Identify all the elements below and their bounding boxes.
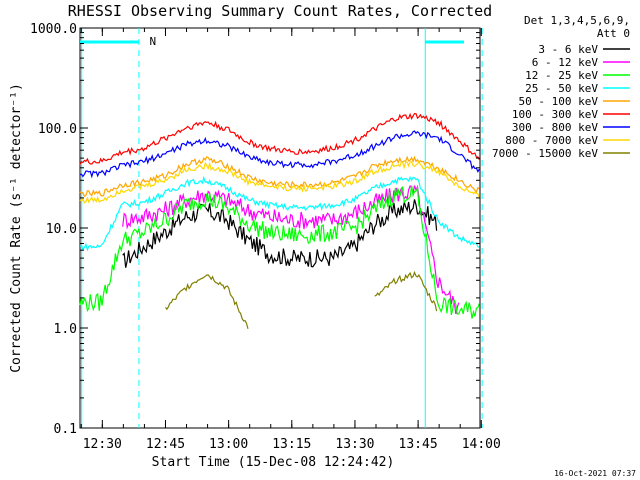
y-tick-label: 100.0: [38, 122, 77, 137]
legend-label-3-6-kev: 3 - 6 keV: [538, 43, 598, 56]
legend-label-6-12-kev: 6 - 12 keV: [532, 56, 599, 69]
legend-label-300-800-kev: 300 - 800 keV: [512, 121, 598, 134]
x-tick-label: 13:45: [399, 437, 438, 452]
x-tick-label: 12:30: [83, 437, 122, 452]
x-tick-label: 13:15: [272, 437, 311, 452]
y-axis-ticks: 0.1 1.0 10.0 100.0 1000.0: [30, 22, 480, 437]
x-tick-label: 13:30: [335, 437, 374, 452]
legend-label-800-7000-kev: 800 - 7000 keV: [505, 134, 598, 147]
plot-frame: [79, 27, 481, 429]
attenuator-overlay: N: [80, 28, 483, 428]
generation-timestamp: 16-Oct-2021 07:37: [554, 469, 636, 478]
series-line-7000-15000-kev: [165, 274, 249, 330]
legend-label-100-300-kev: 100 - 300 keV: [512, 108, 598, 121]
legend-label-12-25-kev: 12 - 25 keV: [525, 69, 598, 82]
x-tick-label: 13:00: [209, 437, 248, 452]
y-tick-label: 0.1: [54, 422, 77, 437]
series-line-300-800-kev: [79, 130, 480, 179]
legend-header-line-1: Det 1,3,4,5,6,9,: [524, 14, 630, 27]
night-flag-label: N: [149, 35, 156, 48]
legend-header-line-2: Att 0: [597, 27, 630, 40]
series-line-3-6-kev: [122, 199, 438, 268]
legend-label-25-50-kev: 25 - 50 keV: [525, 82, 598, 95]
series-line-25-50-kev: [79, 175, 480, 252]
x-axis-ticks: 12:30 12:45 13:00 13:15 13:30 13:45 14:00: [80, 28, 501, 452]
y-tick-label: 1.0: [54, 322, 77, 337]
chart-title: RHESSI Observing Summary Count Rates, Co…: [68, 2, 492, 20]
legend-label-7000-15000-kev: 7000 - 15000 keV: [492, 147, 598, 160]
legend-label-50-100-kev: 50 - 100 keV: [519, 95, 599, 108]
series-layer: [79, 112, 480, 330]
y-tick-label: 10.0: [46, 222, 77, 237]
x-axis-label: Start Time (15-Dec-08 12:24:42): [152, 455, 395, 470]
series-line-6-12-kev: [122, 184, 460, 315]
series-line-50-100-kev: [79, 155, 480, 198]
x-tick-label: 14:00: [462, 437, 501, 452]
series-line-800-7000-kev: [79, 160, 480, 204]
y-axis-label: Corrected Count Rate (s⁻¹ detector⁻¹): [9, 83, 24, 373]
series-line-12-25-kev: [79, 185, 480, 319]
y-tick-label: 1000.0: [30, 22, 77, 37]
series-line-100-300-kev: [79, 112, 480, 165]
series-line-7000-15000-kev: [374, 270, 438, 312]
x-tick-label: 12:45: [146, 437, 185, 452]
